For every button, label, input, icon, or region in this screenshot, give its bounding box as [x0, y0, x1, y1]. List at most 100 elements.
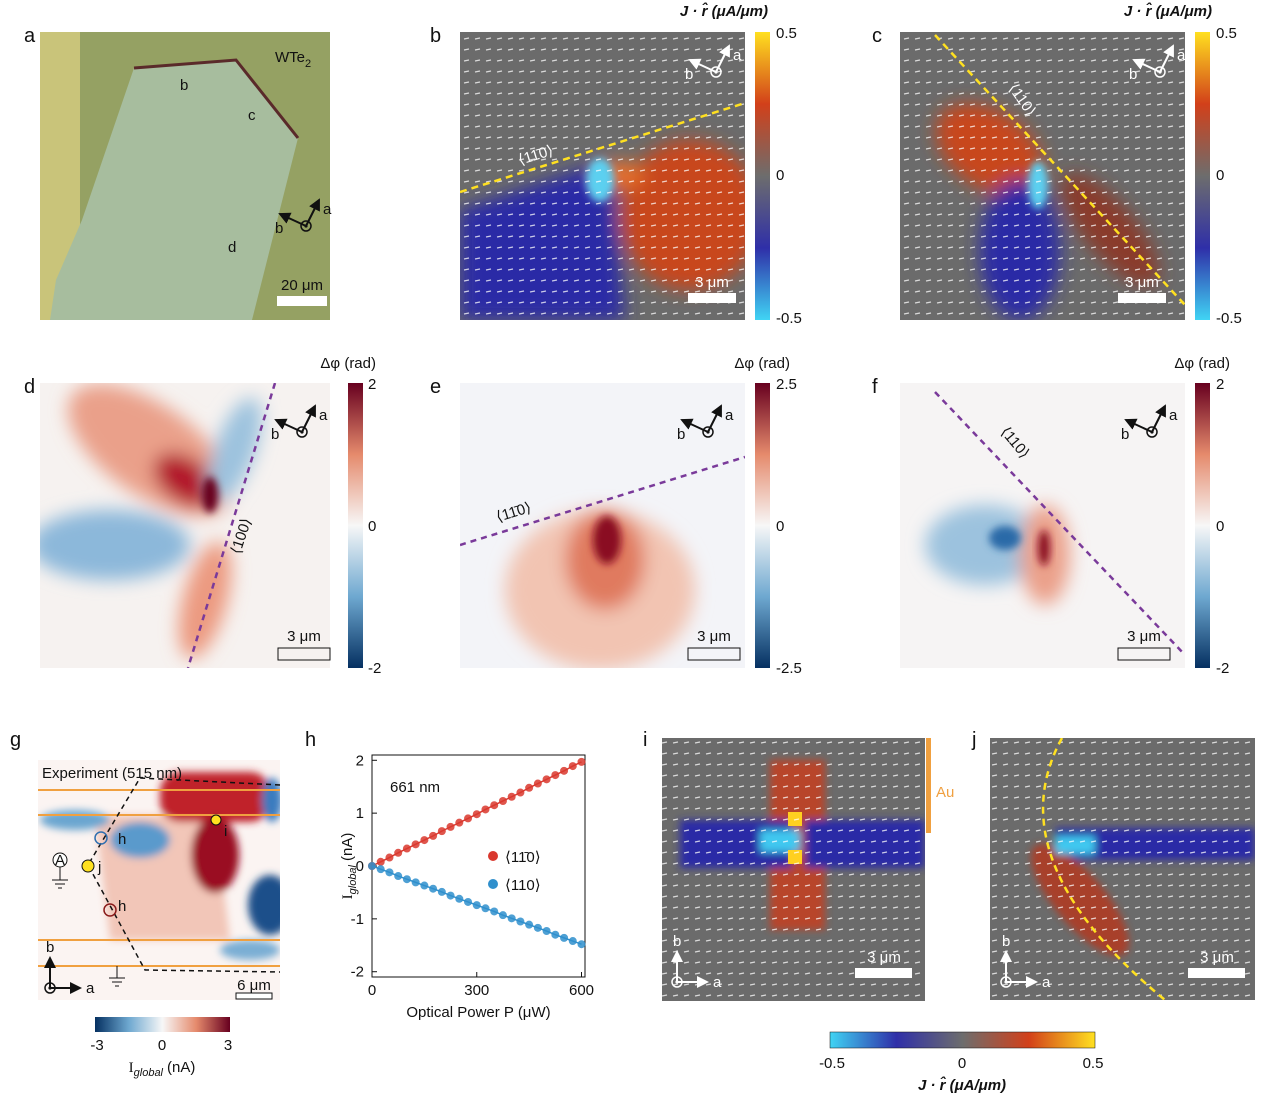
y-tick-label: -2 — [351, 964, 364, 981]
material-label: WTe2 — [275, 49, 311, 70]
point-label: h — [118, 898, 126, 915]
data-point — [490, 801, 499, 810]
colorbar-tick-label: 0 — [1216, 167, 1224, 184]
axis-label: a — [1169, 407, 1178, 424]
scale-bar — [855, 968, 912, 978]
data-point — [542, 927, 551, 936]
point-label: i — [224, 823, 227, 840]
axis-label: b — [673, 933, 681, 950]
data-point — [368, 862, 376, 870]
colorbar-title: J · r̂ (μA/μm) — [918, 1075, 1006, 1094]
data-point — [498, 911, 507, 920]
panel-label: f — [872, 376, 878, 398]
scale-bar — [1118, 293, 1166, 303]
panel-label: b — [430, 25, 441, 47]
point-label: c — [248, 107, 256, 124]
data-point — [385, 853, 394, 862]
axis-label: b — [677, 426, 685, 443]
current-map — [900, 32, 1185, 320]
axis-out-of-plane — [671, 976, 683, 988]
axis-label: a — [725, 407, 734, 424]
scale-bar-label: 3 μm — [1127, 628, 1161, 645]
axis-out-of-plane — [706, 430, 710, 434]
point-label: h — [118, 831, 126, 848]
axis-label: b — [46, 939, 54, 956]
panel-label: e — [430, 376, 441, 398]
panel-label: a — [24, 25, 36, 47]
data-point — [481, 904, 490, 913]
panel-title: Experiment (515 nm) — [42, 765, 182, 782]
colorbar-tick-label: 0 — [368, 518, 376, 535]
data-point — [577, 757, 586, 766]
data-point — [507, 792, 516, 801]
colorbar-title: Δφ (rad) — [320, 355, 376, 372]
colorbar-tick-label: 0 — [958, 1055, 966, 1072]
axis-out-of-plane — [1158, 70, 1162, 74]
colorbar — [755, 32, 770, 320]
ammeter-label: A — [55, 852, 65, 869]
colorbar-tick-label: 3 — [224, 1037, 232, 1054]
data-point — [525, 920, 534, 929]
point-label: j — [97, 859, 101, 876]
colorbar-tick-label: 0 — [1216, 518, 1224, 535]
data-point — [394, 872, 403, 881]
axis-out-of-plane — [48, 986, 52, 990]
data-point — [577, 940, 586, 949]
x-tick-label: 0 — [368, 982, 376, 999]
axis-label: a — [713, 974, 722, 991]
colorbar-tick-label: -0.5 — [1216, 310, 1242, 327]
scale-bar — [277, 296, 327, 306]
scale-bar-label: 3 μm — [697, 628, 731, 645]
legend-label: ⟨11̄0⟩ — [505, 849, 541, 866]
data-point — [525, 783, 534, 792]
scale-bar — [1188, 968, 1245, 978]
current-map — [990, 738, 1255, 1000]
scale-bar-label: 3 μm — [867, 949, 901, 966]
x-tick-label: 600 — [569, 982, 594, 999]
data-point — [420, 881, 429, 890]
colorbar-tick-label: 2 — [368, 376, 376, 393]
colorbar-tick-label: -2.5 — [776, 660, 802, 677]
data-point — [429, 831, 438, 840]
colorbar-title-subscript: global — [134, 1067, 164, 1079]
axis-label: a — [323, 201, 332, 218]
axis-label: a — [1042, 974, 1051, 991]
axis-out-of-plane — [1154, 66, 1166, 78]
y-axis-label: (nA) — [339, 833, 356, 861]
colorbar-tick-label: -3 — [90, 1037, 103, 1054]
data-point — [533, 923, 542, 932]
colorbar-tick-label: -0.5 — [776, 310, 802, 327]
data-point — [455, 894, 464, 903]
data-point — [490, 907, 499, 916]
colorbar-title: J · r̂ (μA/μm) — [1124, 1, 1212, 20]
y-tick-label: 0 — [356, 858, 364, 875]
legend-marker — [488, 851, 498, 861]
colorbar-tick-label: 0 — [158, 1037, 166, 1054]
colorbar-title: J · r̂ (μA/μm) — [680, 1, 768, 20]
colorbar — [95, 1017, 230, 1032]
data-point — [516, 917, 525, 926]
scale-bar-label: 3 μm — [287, 628, 321, 645]
point-marker — [94, 831, 108, 845]
data-point — [446, 891, 455, 900]
electrode-label: Au — [936, 784, 954, 801]
panel-label: j — [971, 729, 976, 751]
point-marker — [210, 814, 222, 826]
axis-label: b — [271, 426, 279, 443]
data-point — [472, 810, 481, 819]
data-point — [551, 771, 560, 780]
data-point — [464, 897, 473, 906]
colorbar — [348, 383, 363, 668]
axis-out-of-plane — [44, 982, 56, 994]
axis-out-of-plane — [675, 980, 679, 984]
colorbar-title: Δφ (rad) — [734, 355, 790, 372]
data-point — [481, 805, 490, 814]
scale-bar-label: 3 μm — [1125, 274, 1159, 291]
data-point — [394, 848, 403, 857]
colorbar-tick-label: 0 — [776, 167, 784, 184]
colorbar-tick-label: 2 — [1216, 376, 1224, 393]
x-axis-label: Optical Power P (μW) — [406, 1004, 550, 1021]
optical-image — [40, 32, 330, 320]
data-point — [437, 827, 446, 836]
